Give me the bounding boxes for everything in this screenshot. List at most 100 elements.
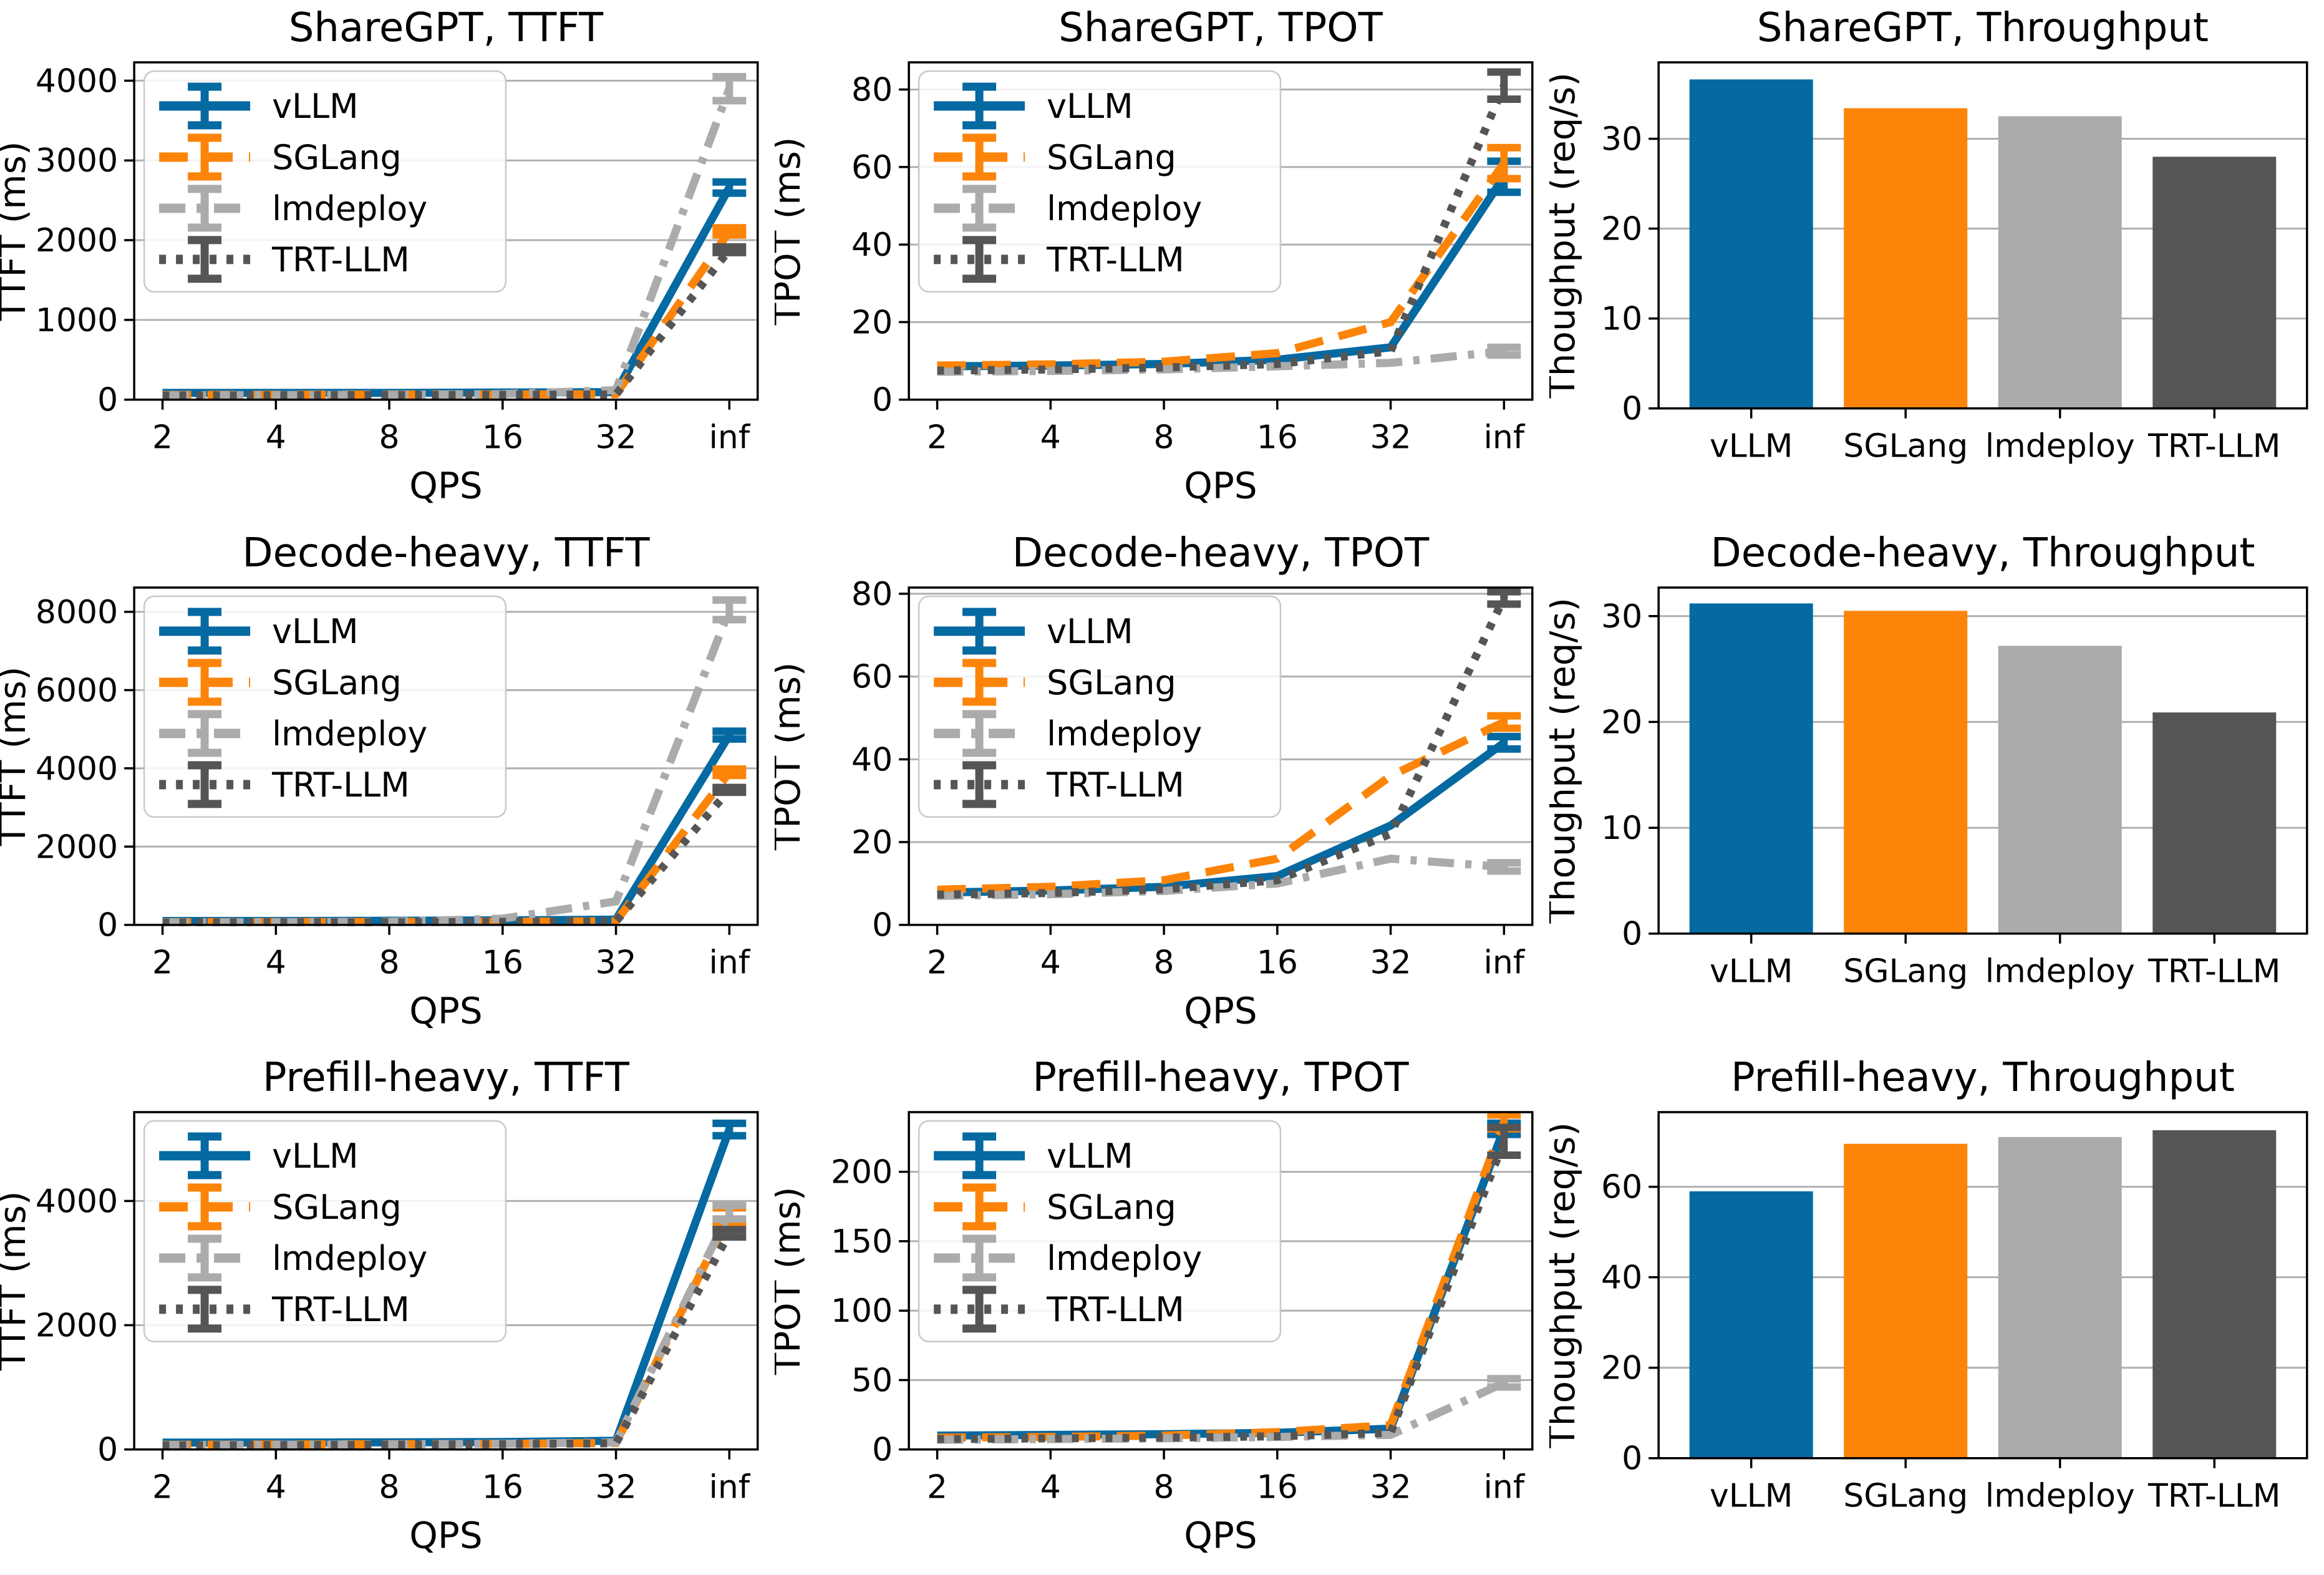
- series-vLLM-errorbar: [712, 1120, 747, 1140]
- bar-vLLM: [1689, 603, 1813, 934]
- y-tick-label: 0: [872, 906, 893, 944]
- bar-SGLang: [1844, 610, 1968, 934]
- x-tick-label: 16: [1257, 1469, 1298, 1506]
- x-axis-label: QPS: [1184, 465, 1257, 507]
- legend-label: SGLang: [272, 663, 402, 702]
- series-vLLM-errorbar: [1487, 732, 1521, 753]
- chart-title: Prefill-heavy, TTFT: [263, 1055, 630, 1101]
- x-tick-label: SGLang: [1843, 952, 1968, 990]
- y-tick-label: 4000: [36, 62, 118, 100]
- legend-box: [917, 1120, 1282, 1343]
- chart-title: Prefill-heavy, Throughput: [1731, 1055, 2235, 1101]
- series-vLLM-errorbar: [712, 727, 747, 743]
- plot-border: [133, 1111, 759, 1451]
- chart-title: ShareGPT, TPOT: [1058, 5, 1383, 51]
- legend-item-SGLang: SGLang: [934, 659, 1176, 706]
- legend-item-TRT-LLM: TRT-LLM: [159, 1286, 410, 1333]
- legend-label: vLLM: [1047, 87, 1133, 126]
- y-tick-label: 0: [97, 1432, 118, 1469]
- y-tick-label: 40: [851, 741, 893, 778]
- plot-border: [908, 586, 1534, 926]
- plot-border: [1657, 61, 2308, 410]
- y-tick-label: 30: [1601, 120, 1642, 158]
- legend: vLLM SGLang lmdeploy TRT-LLM: [143, 70, 507, 293]
- chart-decode-heavy-tpot: 0 20 40 60 80 TPOT (ms) 2 4 8 16 32 inf QPS Decode-he…: [775, 525, 1549, 1050]
- y-axis: 0 10 20 30 Thoughput (req/s): [1549, 72, 1659, 428]
- x-tick-label: 2: [927, 1469, 947, 1506]
- y-tick-label: 20: [851, 824, 893, 861]
- y-tick-label: 80: [851, 71, 893, 109]
- chart-title: Prefill-heavy, TPOT: [1032, 1055, 1409, 1101]
- chart-title: Decode-heavy, TPOT: [1012, 530, 1430, 576]
- y-tick-label: 0: [1622, 915, 1642, 952]
- legend-label: SGLang: [272, 1188, 402, 1227]
- y-tick-label: 20: [851, 304, 893, 341]
- chart-title: ShareGPT, Throughput: [1757, 5, 2209, 51]
- y-tick-label: 60: [851, 658, 893, 695]
- y-tick-label: 0: [97, 906, 118, 944]
- x-tick-label: TRT-LLM: [2147, 952, 2281, 990]
- x-tick-label: inf: [709, 419, 750, 457]
- plot-area: [937, 68, 1521, 376]
- series-TRT-LLM-line: [162, 1231, 734, 1450]
- legend: vLLM SGLang lmdeploy TRT-LLM: [917, 70, 1282, 293]
- y-axis: 0 1000 2000 3000 4000 TTFT (ms): [0, 62, 135, 419]
- legend-label: vLLM: [1047, 612, 1133, 651]
- x-tick-label: 2: [152, 419, 173, 457]
- y-axis: 0 2000 4000 6000 8000 TTFT (ms): [0, 594, 135, 944]
- legend-item-vLLM: vLLM: [934, 1132, 1133, 1180]
- legend-item-SGLang: SGLang: [159, 659, 402, 706]
- series-lmdeploy-line: [937, 347, 1504, 376]
- x-tick-label: TRT-LLM: [2147, 428, 2281, 465]
- x-tick-label: lmdeploy: [1985, 952, 2135, 990]
- y-tick-label: 80: [851, 576, 893, 613]
- bars: [1689, 79, 2277, 409]
- x-axis: 2 4 8 16 32 inf QPS: [152, 1450, 751, 1557]
- legend-label: SGLang: [1047, 663, 1176, 702]
- y-tick-label: 100: [831, 1293, 893, 1330]
- legend-label: lmdeploy: [272, 189, 427, 228]
- legend-label: lmdeploy: [272, 1239, 427, 1278]
- legend-label: lmdeploy: [1047, 1239, 1202, 1278]
- series-TRT-LLM-line: [937, 596, 1508, 899]
- x-tick-label: 32: [1370, 1469, 1411, 1506]
- plot-area: [937, 1111, 1521, 1444]
- x-axis-label: QPS: [409, 1514, 482, 1557]
- y-tick-label: 4000: [36, 750, 118, 787]
- x-axis: vLLM SGLang lmdeploy TRT-LLM: [1710, 1458, 2281, 1515]
- y-axis-label: TPOT (ms): [775, 662, 808, 851]
- chart-title: Decode-heavy, Throughput: [1710, 530, 2255, 576]
- x-axis-label: QPS: [409, 465, 482, 507]
- x-tick-label: 4: [266, 419, 286, 457]
- series-TRT-LLM-errorbar: [1487, 1123, 1521, 1160]
- x-tick-label: 32: [596, 419, 637, 457]
- x-axis-label: QPS: [409, 989, 482, 1032]
- y-tick-label: 0: [1622, 1440, 1642, 1478]
- chart-decode-heavy-ttft-svg: 0 2000 4000 6000 8000 TTFT (ms) 2 4 8 16 32 inf QPS D…: [0, 530, 759, 1032]
- x-tick-label: 4: [1040, 1469, 1061, 1506]
- y-axis-label: TTFT (ms): [0, 1191, 34, 1372]
- plot-border: [908, 61, 1534, 401]
- x-tick-label: 8: [379, 1469, 400, 1506]
- y-tick-label: 60: [1601, 1169, 1642, 1206]
- bar-SGLang: [1844, 108, 1968, 409]
- chart-sharegpt-ttft: 0 1000 2000 3000 4000 TTFT (ms) 2 4 8 16 32 inf QPS S…: [0, 0, 775, 525]
- chart-sharegpt-ttft-svg: 0 1000 2000 3000 4000 TTFT (ms) 2 4 8 16 32 inf QPS S…: [0, 5, 759, 507]
- y-tick-label: 40: [1601, 1259, 1642, 1297]
- x-tick-label: 8: [379, 944, 400, 981]
- x-tick-label: 2: [152, 1469, 173, 1506]
- y-tick-label: 6000: [36, 672, 118, 709]
- chart-sharegpt-throughput: 0 10 20 30 Thoughput (req/s) vLLM SGLang lmdepl…: [1549, 0, 2324, 525]
- plot-area: [162, 72, 747, 400]
- x-tick-label: inf: [1483, 1469, 1525, 1506]
- bar-lmdeploy: [1998, 116, 2122, 409]
- plot-area: [937, 588, 1521, 900]
- y-axis: 0 20 40 60 80 TPOT (ms): [775, 71, 909, 419]
- y-tick-label: 30: [1601, 598, 1642, 635]
- y-axis-label: Thoughput (req/s): [1549, 1122, 1583, 1449]
- x-tick-label: 4: [266, 1469, 286, 1506]
- series-SGLang-errorbar: [1487, 143, 1521, 183]
- x-tick-label: SGLang: [1843, 1478, 1968, 1515]
- x-tick-label: vLLM: [1710, 952, 1793, 990]
